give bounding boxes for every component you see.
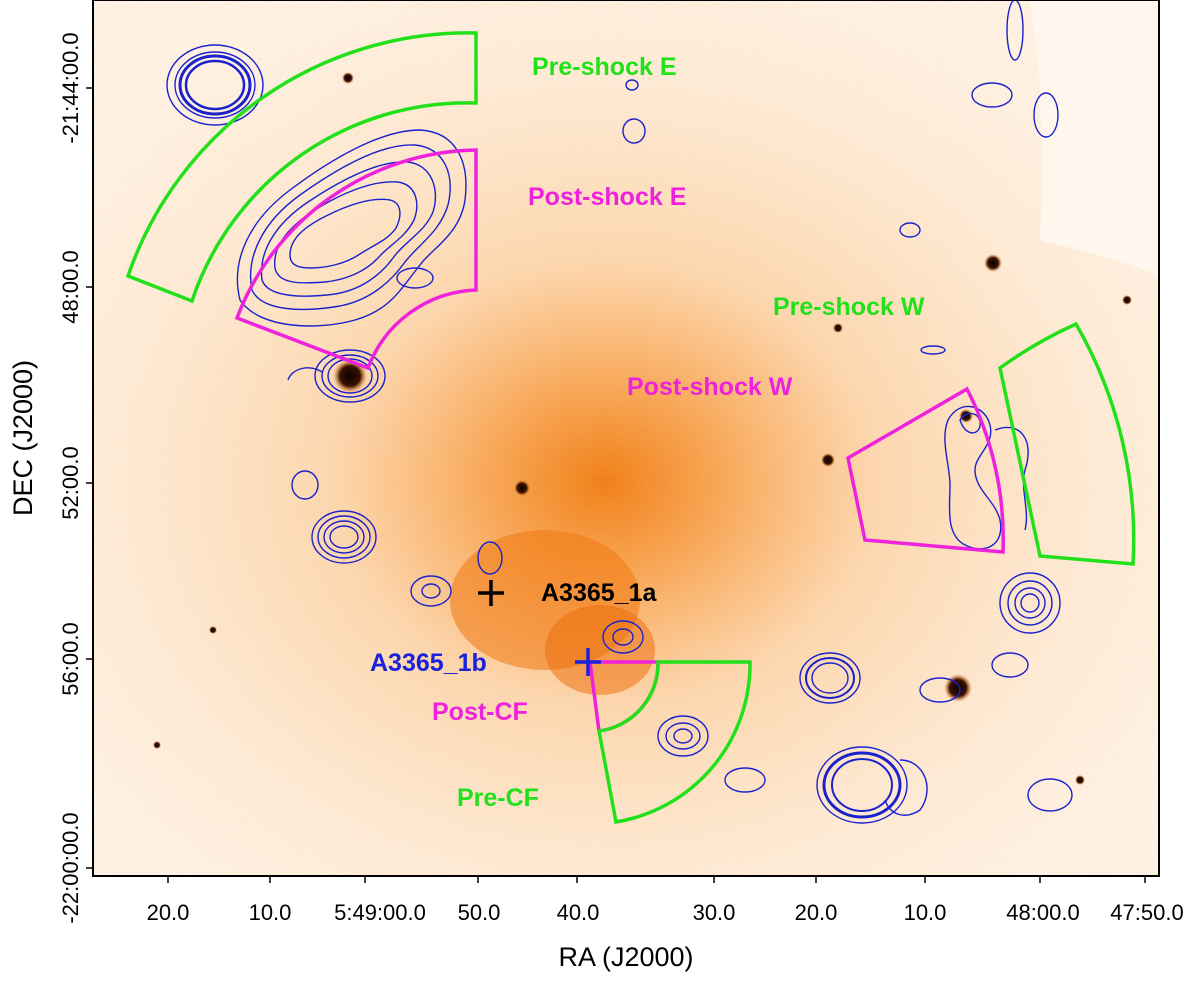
y-tick-marks	[86, 87, 93, 869]
x-tick-label: 47:50.0	[1110, 900, 1183, 925]
y-tick-label: -22:00:00.0	[58, 812, 83, 923]
xray-image	[93, 0, 1159, 876]
radio-contours	[166, 0, 1073, 824]
x-tick-label: 48:00.0	[1006, 900, 1079, 925]
label-postshock-w: Post-shock W	[627, 373, 793, 401]
postshock-e-sector	[234, 148, 478, 371]
x-tick-labels: 20.0 10.0 5:49:00.0 50.0 40.0 30.0 20.0 …	[147, 900, 1184, 925]
label-postshock-e: Post-shock E	[528, 183, 686, 211]
xray-point-sources	[153, 72, 1132, 785]
a3365-1b-cross	[575, 648, 601, 676]
x-tick-label: 40.0	[557, 900, 600, 925]
y-tick-label: 48:00.0	[58, 250, 83, 323]
y-tick-label: 52:00.0	[58, 446, 83, 519]
y-axis-title: DEC (J2000)	[8, 360, 38, 516]
pre-cf-sector	[596, 660, 752, 825]
x-axis-title: RA (J2000)	[558, 942, 693, 972]
x-tick-label: 10.0	[904, 900, 947, 925]
x-tick-marks	[167, 876, 1146, 883]
plot-frame	[92, 0, 1160, 877]
label-a3365-1b: A3365_1b	[370, 649, 487, 677]
y-tick-label: 56:00.0	[58, 622, 83, 695]
x-tick-label: 30.0	[693, 900, 736, 925]
label-pre-cf: Pre-CF	[457, 784, 539, 812]
label-post-cf: Post-CF	[432, 698, 528, 726]
x-tick-label: 20.0	[147, 900, 190, 925]
y-tick-label: -21:44:00.0	[58, 32, 83, 143]
cluster-markers	[478, 580, 601, 676]
preshock-e-sector	[125, 31, 478, 304]
region-sectors	[125, 31, 1136, 825]
postshock-w-sector	[846, 386, 1005, 554]
x-tick-label: 50.0	[458, 900, 501, 925]
label-a3365-1a: A3365_1a	[541, 579, 657, 607]
x-tick-label: 10.0	[249, 900, 292, 925]
label-preshock-w: Pre-shock W	[773, 293, 925, 321]
y-tick-labels: -21:44:00.0 48:00.0 52:00.0 56:00.0 -22:…	[58, 32, 83, 923]
a3365-1a-cross	[478, 580, 504, 606]
x-tick-label: 5:49:00.0	[334, 900, 426, 925]
x-tick-label: 20.0	[795, 900, 838, 925]
label-preshock-e: Pre-shock E	[532, 53, 677, 81]
preshock-w-sector	[998, 321, 1136, 566]
